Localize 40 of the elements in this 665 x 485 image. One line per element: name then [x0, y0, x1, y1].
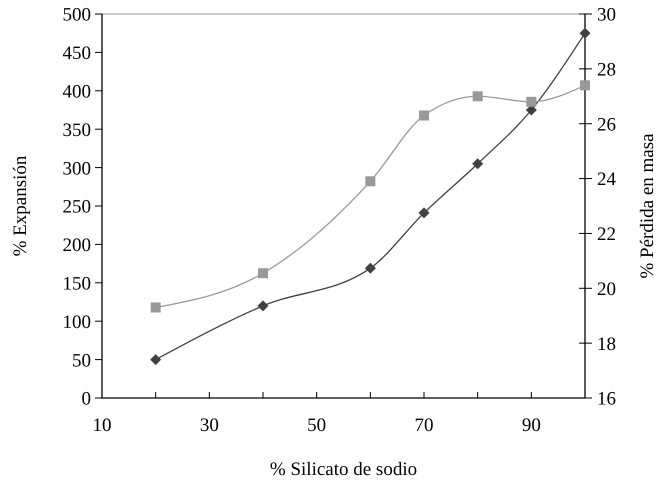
y-tick-label: 300 — [62, 158, 91, 180]
point — [418, 207, 430, 218]
point — [580, 28, 590, 39]
x-axis-title: % Silicato de sodio — [270, 459, 418, 480]
y2-tick-label: 28 — [597, 60, 616, 81]
point — [580, 80, 590, 90]
y2-tick-label: 26 — [597, 114, 616, 136]
point — [526, 96, 536, 107]
y-tick-label: 500 — [62, 4, 91, 26]
y2-tick-label: 24 — [597, 169, 616, 190]
y-tick-label: 400 — [62, 81, 91, 102]
y-tick-label: 450 — [62, 43, 91, 64]
y2-tick-label: 16 — [597, 388, 616, 410]
point — [472, 91, 483, 102]
y-tick-label: 250 — [62, 196, 91, 218]
y2-tick-label: 22 — [597, 224, 616, 246]
y2-tick-label: 20 — [597, 278, 616, 300]
y2-axis-title: % Pérdida en masa — [637, 132, 658, 279]
x-tick-label: 50 — [307, 415, 326, 436]
point — [419, 110, 429, 120]
y-axis-title: % Expansión — [10, 155, 31, 256]
point — [472, 158, 484, 170]
y-tick-label: 50 — [72, 350, 91, 372]
x-tick-label: 10 — [92, 415, 112, 436]
point — [150, 302, 161, 312]
x-tick-label: 90 — [522, 415, 541, 436]
point — [150, 354, 162, 366]
x-tick-label: 70 — [414, 415, 434, 436]
y-tick-label: 0 — [82, 388, 91, 410]
y-tick-label: 200 — [62, 235, 91, 256]
y-tick-label: 100 — [62, 312, 91, 333]
y2-tick-label: 18 — [597, 334, 616, 355]
y-tick-label: 350 — [62, 120, 91, 141]
point — [258, 268, 268, 278]
point — [365, 176, 376, 186]
y-tick-label: 150 — [62, 273, 91, 294]
x-tick-label: 30 — [200, 415, 219, 436]
point — [258, 300, 268, 312]
point — [364, 262, 376, 274]
y2-tick-label: 30 — [597, 4, 616, 26]
